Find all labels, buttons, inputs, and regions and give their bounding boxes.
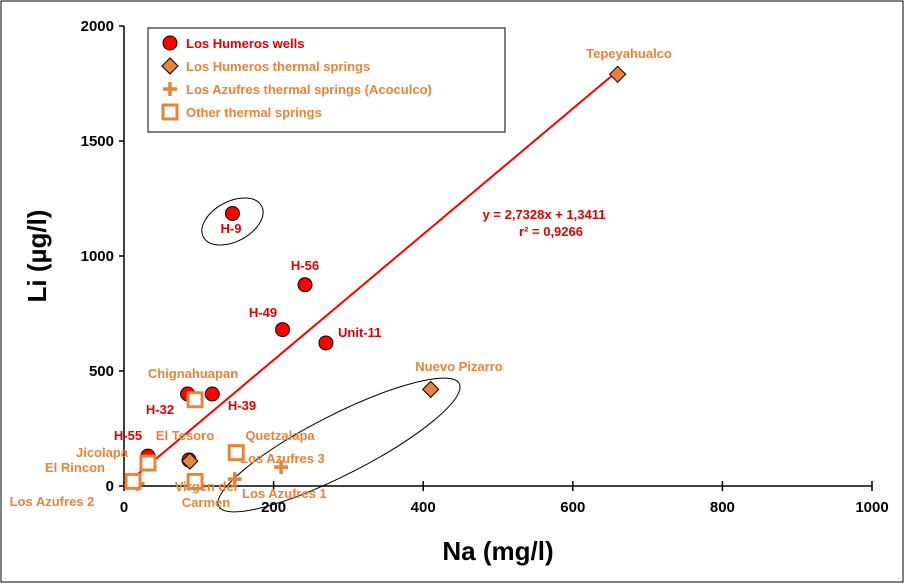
point-label-unit-11: Unit-11 bbox=[338, 325, 381, 340]
group-ellipse-h9 bbox=[201, 197, 264, 246]
point-label-virgen-del-carmen: Virgen del Carmen bbox=[175, 479, 238, 510]
data-point-other-thermal-springs bbox=[139, 454, 157, 472]
x-tick-label: 400 bbox=[411, 499, 436, 516]
data-point-los-azufres-thermal-springs-acoculco bbox=[274, 460, 289, 475]
point-label-h-49: H-49 bbox=[249, 305, 277, 320]
legend-label: Los Humeros thermal springs bbox=[186, 59, 370, 74]
legend-label: Los Humeros wells bbox=[186, 36, 304, 51]
point-label-jicolapa: Jicolapa bbox=[76, 445, 129, 460]
point-label-el-tesoro: El Tesoro bbox=[156, 428, 214, 443]
point-label-h-32: H-32 bbox=[146, 402, 174, 417]
data-point-los-humeros-wells bbox=[204, 386, 220, 402]
data-point-los-humeros-wells bbox=[275, 322, 291, 338]
x-tick-label: 0 bbox=[120, 499, 128, 516]
trend-equation: y = 2,7328x + 1,3411 bbox=[483, 207, 606, 222]
y-axis-title: Li (µg/l) bbox=[22, 210, 52, 303]
legend-marker bbox=[161, 103, 179, 121]
legend-box bbox=[147, 27, 506, 133]
point-label-quetzalapa: Quetzalapa bbox=[245, 428, 315, 443]
y-tick-label: 2000 bbox=[81, 18, 114, 35]
data-point-los-humeros-wells bbox=[318, 335, 334, 351]
data-point-other-thermal-springs bbox=[186, 472, 204, 490]
point-label-h-55: H-55 bbox=[114, 428, 142, 443]
legend-item-los-humeros-thermal-springs: Los Humeros thermal springs bbox=[161, 57, 370, 75]
trend-line bbox=[123, 70, 619, 487]
trend-r2: r² = 0,9266 bbox=[519, 224, 583, 239]
data-point-los-humeros-wells bbox=[297, 277, 313, 293]
y-tick-label: 1500 bbox=[81, 133, 114, 150]
data-point-los-humeros-thermal-springs bbox=[421, 380, 440, 399]
point-label-tepeyahualco: Tepeyahualco bbox=[586, 46, 672, 61]
plot-area: 0 500 1000 1500 2000 0 200 400 600 800 1000 Na (mg/… bbox=[10, 18, 889, 566]
data-point-los-humeros-thermal-springs bbox=[608, 65, 627, 84]
legend-item-other-thermal-springs: Other thermal springs bbox=[161, 103, 322, 121]
legend-label: Other thermal springs bbox=[186, 105, 322, 120]
x-axis-title: Na (mg/l) bbox=[442, 536, 553, 566]
data-point-other-thermal-springs bbox=[227, 444, 245, 462]
data-point-los-humeros-wells bbox=[224, 205, 240, 221]
legend-marker bbox=[162, 35, 178, 51]
y-tick-label: 1000 bbox=[81, 248, 114, 265]
data-point-los-azufres-thermal-springs-acoculco bbox=[227, 472, 242, 487]
y-tick-label: 500 bbox=[89, 363, 114, 380]
point-label-chignahuapan: Chignahuapan bbox=[148, 366, 238, 381]
legend: Los Humeros wells Los Humeros thermal spr… bbox=[147, 27, 506, 133]
legend-marker bbox=[163, 82, 177, 96]
point-label-h-9: H-9 bbox=[221, 221, 242, 236]
x-tick-label: 600 bbox=[560, 499, 585, 516]
point-label-los-azufres-1: Los Azufres 1 bbox=[242, 486, 327, 501]
point-label-nuevo-pizarro: Nuevo Pizarro bbox=[415, 359, 502, 374]
point-label-h-56: H-56 bbox=[291, 258, 319, 273]
data-point-other-thermal-springs bbox=[124, 472, 142, 490]
x-tick-label: 800 bbox=[710, 499, 735, 516]
point-label-los-azufres-2: Los Azufres 2 bbox=[10, 494, 95, 509]
y-tick-label: 0 bbox=[106, 478, 114, 495]
legend-item-los-azufres-thermal-springs-acoculco: Los Azufres thermal springs (Acoculco) bbox=[163, 82, 432, 97]
group-ellipse-springs bbox=[217, 377, 461, 513]
legend-marker bbox=[161, 57, 179, 75]
data-point-other-thermal-springs bbox=[186, 391, 204, 409]
legend-label: Los Azufres thermal springs (Acoculco) bbox=[186, 82, 432, 97]
point-label-los-azufres-3: Los Azufres 3 bbox=[240, 451, 325, 466]
data-point-los-humeros-thermal-springs bbox=[181, 452, 199, 470]
legend-item-los-humeros-wells: Los Humeros wells bbox=[162, 35, 304, 51]
point-label-el-rincon: El Rincon bbox=[45, 460, 105, 475]
x-tick-label: 200 bbox=[261, 499, 286, 516]
point-label-h-39: H-39 bbox=[228, 398, 256, 413]
x-tick-label: 1000 bbox=[855, 499, 888, 516]
